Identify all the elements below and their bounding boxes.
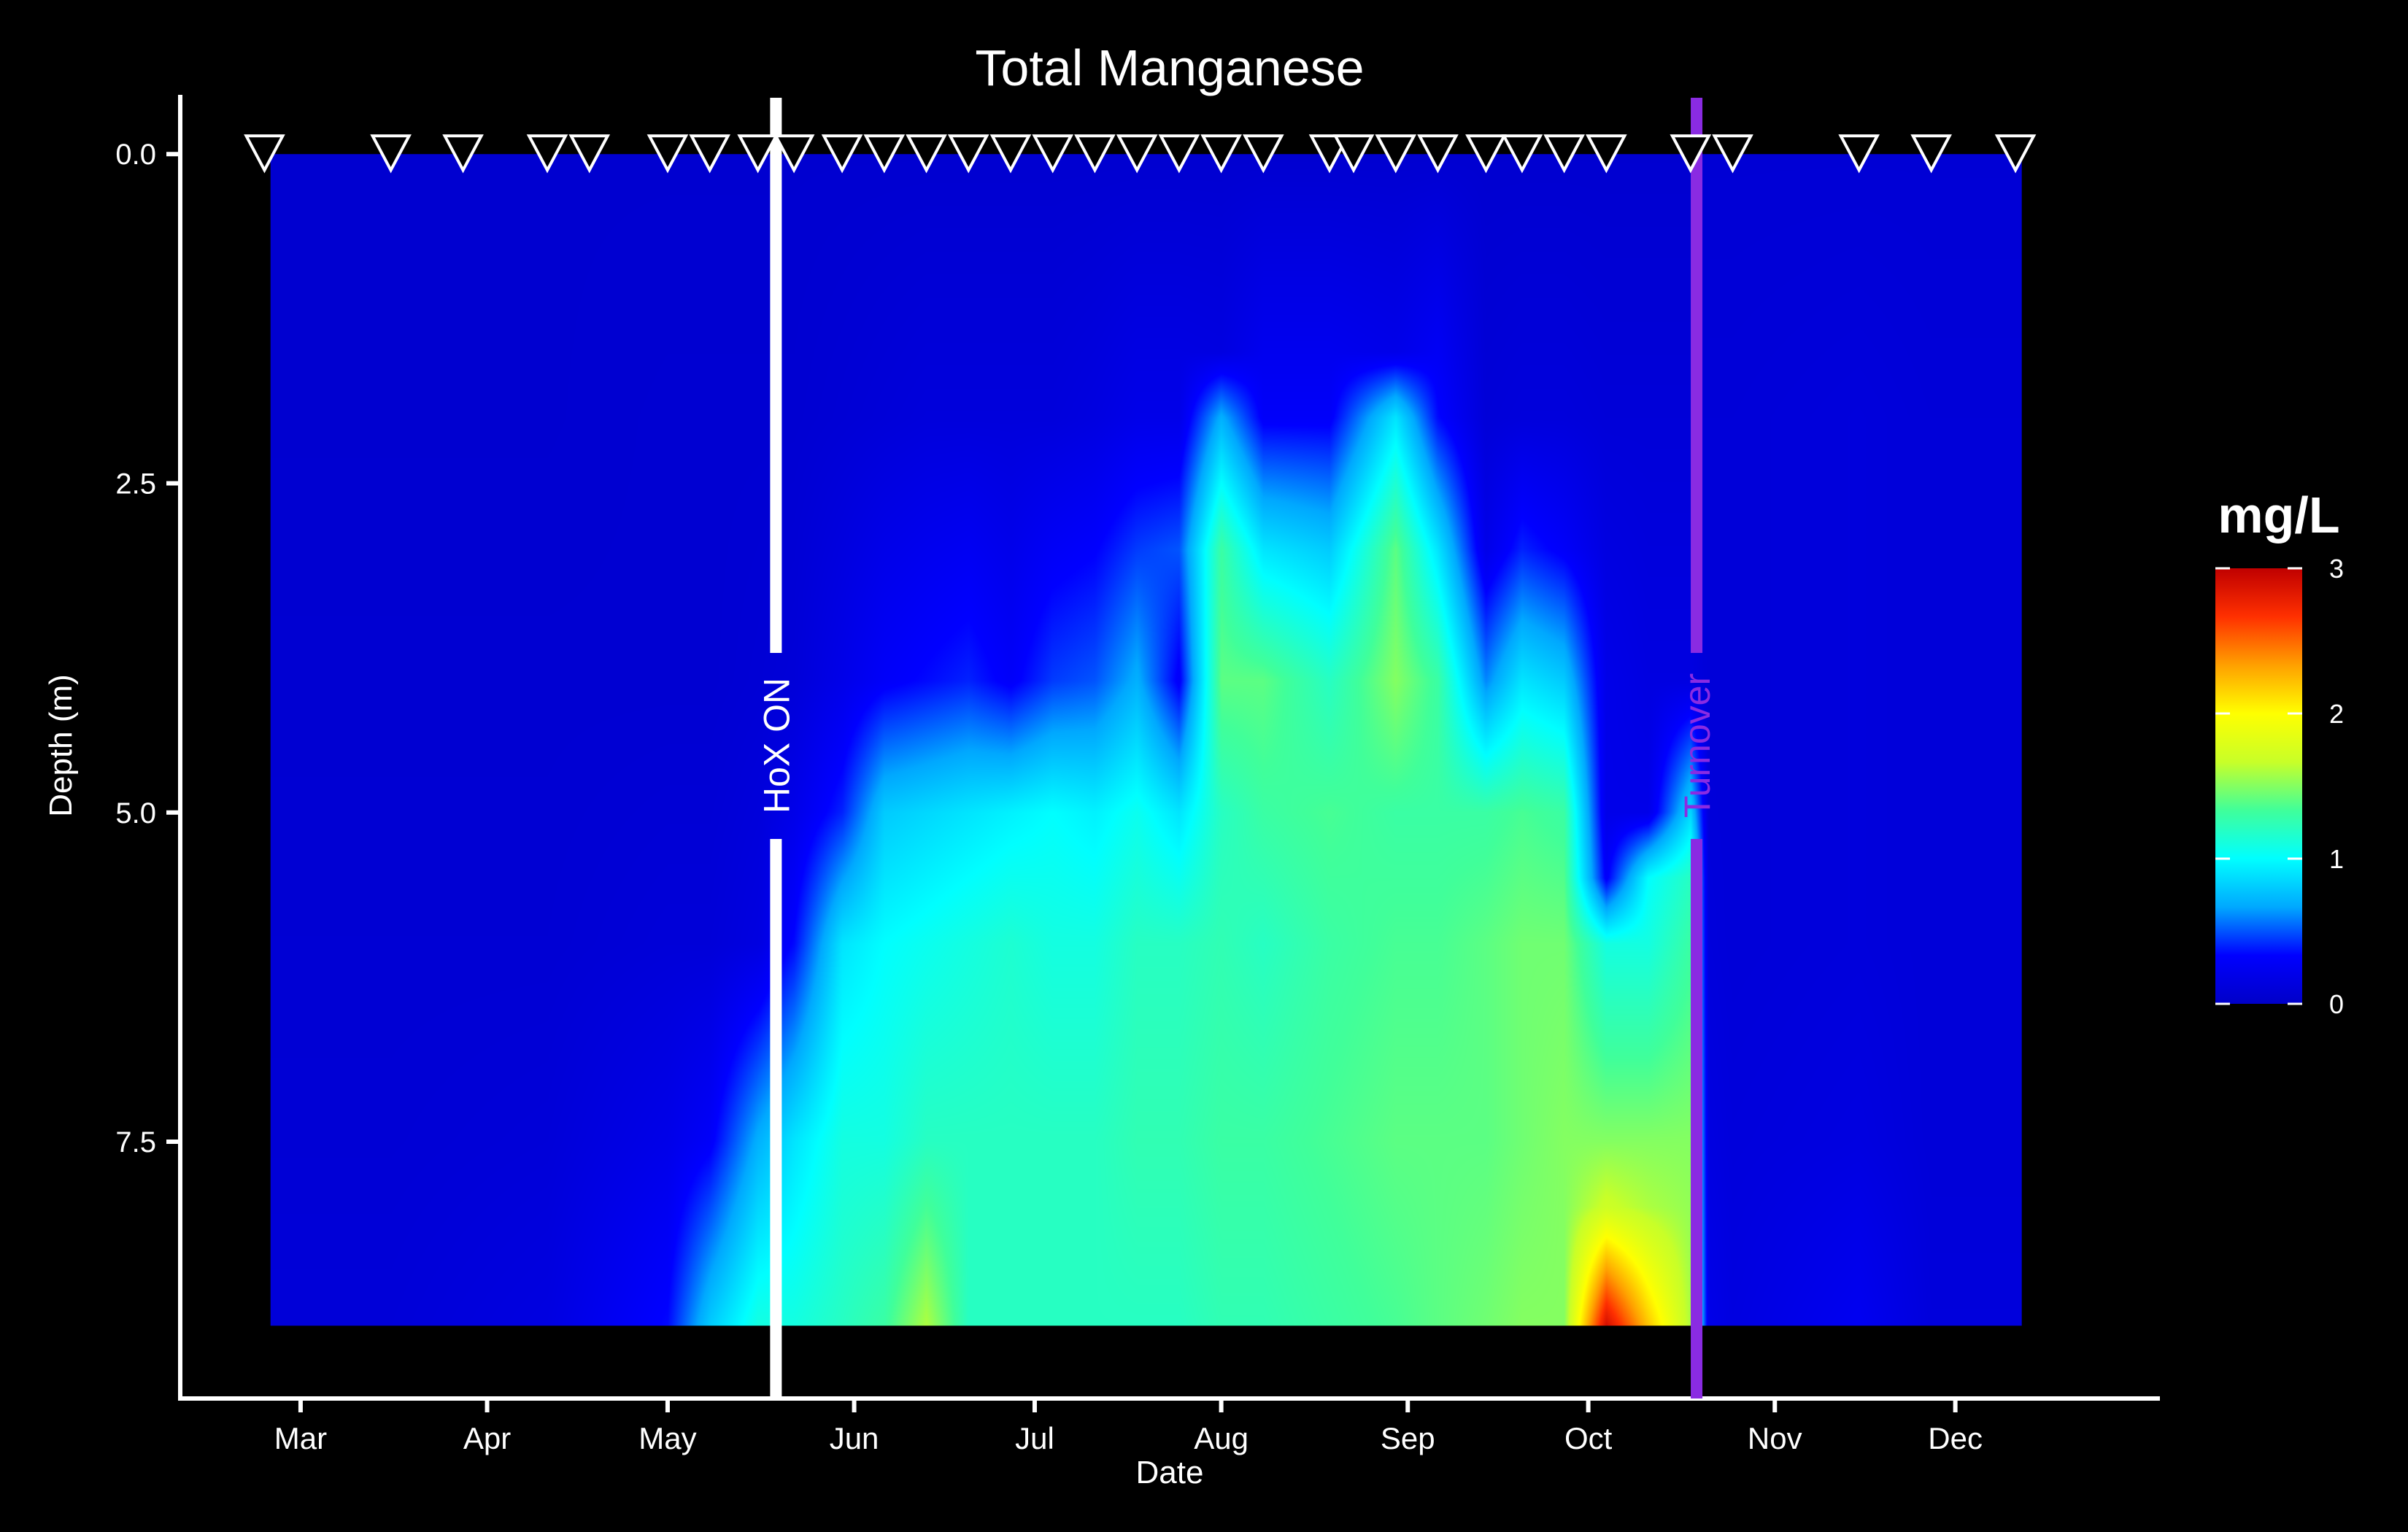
colorbar-tick-label: 2: [2329, 699, 2344, 729]
x-axis-label: Date: [1136, 1455, 1204, 1490]
colorbar-tick-label: 0: [2329, 989, 2344, 1019]
hox-on-label: HoX ON: [756, 678, 797, 813]
x-tick-label: Apr: [463, 1421, 511, 1455]
turnover-label: Turnover: [1677, 673, 1718, 818]
colorbar-tick-label: 3: [2329, 554, 2344, 584]
x-tick-label: Dec: [1928, 1421, 1983, 1455]
x-tick-label: Sep: [1381, 1421, 1435, 1455]
y-tick-label: 2.5: [115, 468, 156, 500]
colorbar-tick-label: 1: [2329, 844, 2344, 874]
y-tick-label: 7.5: [115, 1126, 156, 1158]
heatmap-area: [271, 154, 2022, 1326]
x-tick-label: May: [638, 1421, 696, 1455]
y-axis-label: Depth (m): [43, 674, 79, 817]
y-tick-label: 5.0: [115, 797, 156, 829]
x-tick-label: Oct: [1564, 1421, 1613, 1455]
x-tick-label: Nov: [1748, 1421, 1802, 1455]
heatmap-image: [271, 154, 2022, 1326]
x-tick-label: Aug: [1194, 1421, 1249, 1455]
y-tick-label: 0.0: [115, 139, 156, 171]
colorbar: [2215, 568, 2302, 1004]
x-tick-label: Jul: [1015, 1421, 1054, 1455]
x-tick-label: Mar: [274, 1421, 327, 1455]
x-tick-label: Jun: [830, 1421, 879, 1455]
chart-title: Total Manganese: [975, 39, 1364, 96]
colorbar-title: mg/L: [2218, 487, 2339, 543]
